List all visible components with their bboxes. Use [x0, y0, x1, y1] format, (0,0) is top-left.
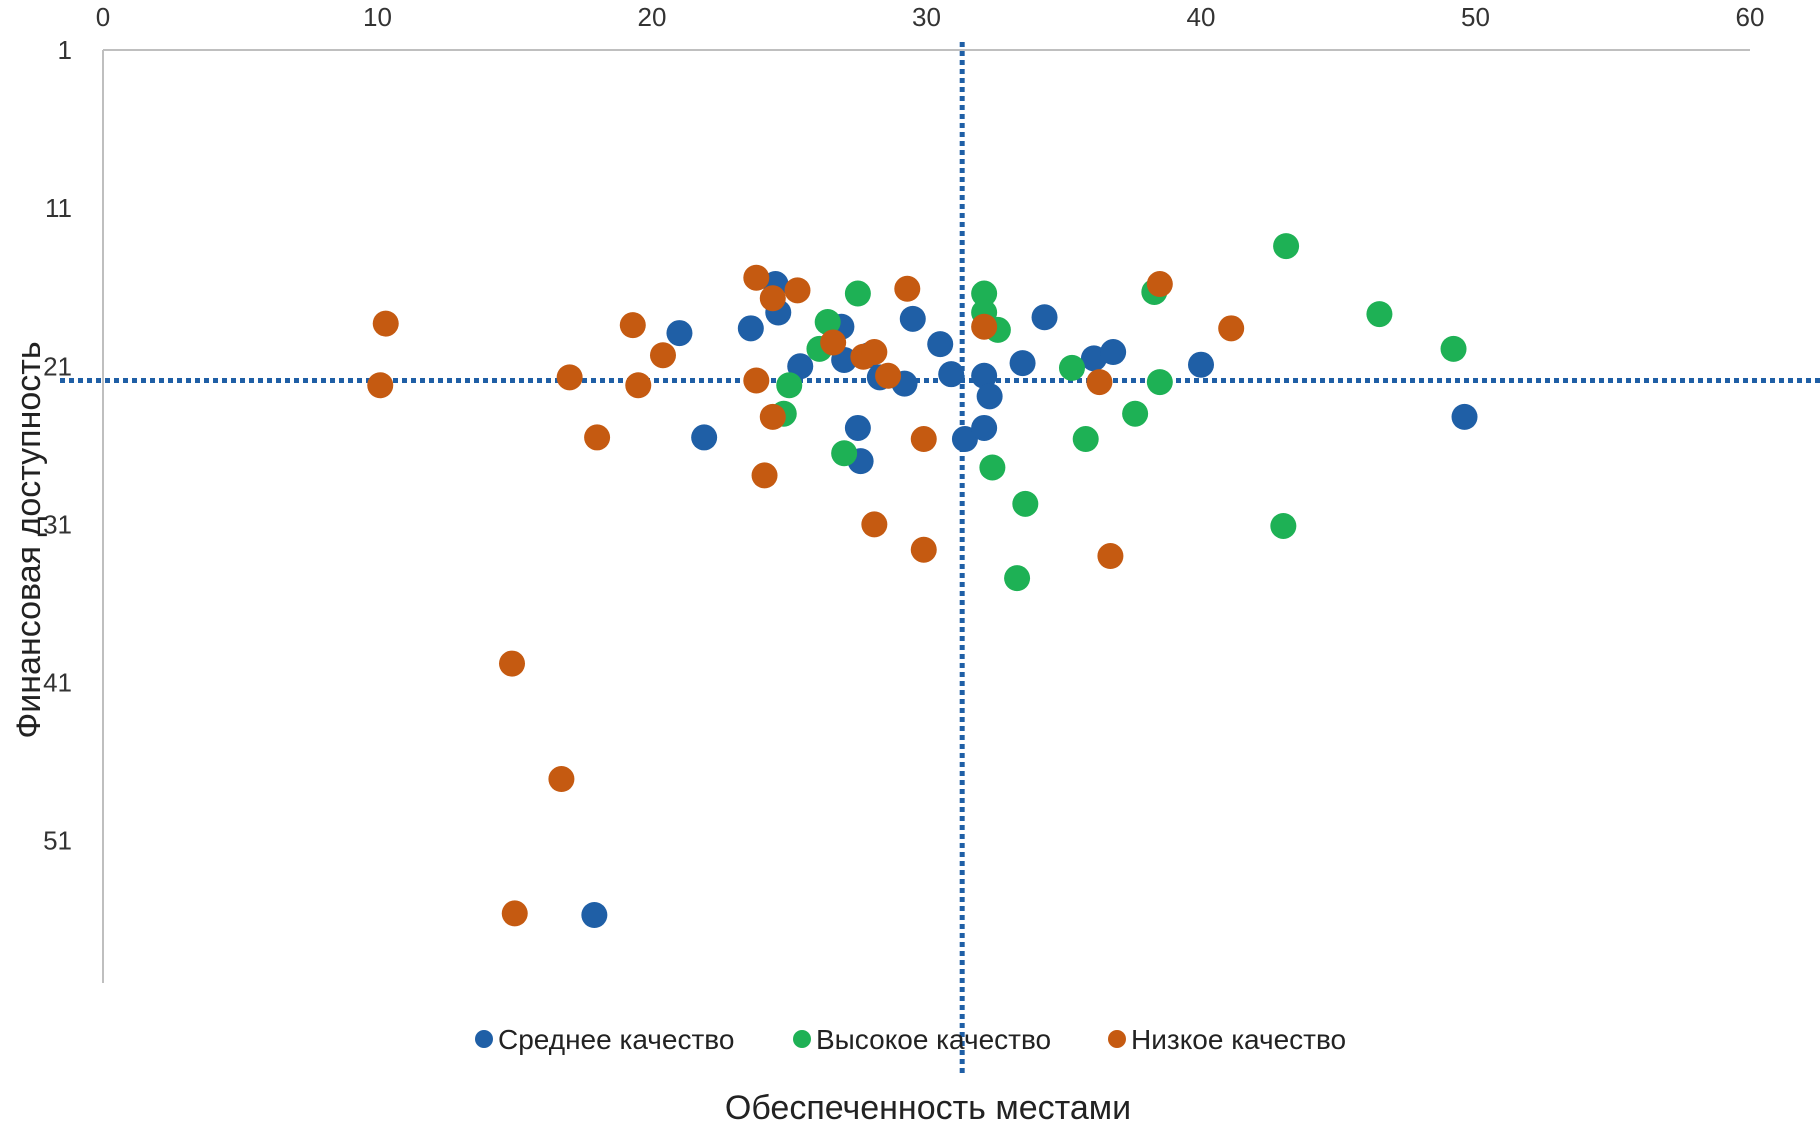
data-point-series-1: [1451, 403, 1478, 430]
data-point-series-2: [1273, 233, 1300, 260]
data-point-series-2: [776, 372, 803, 399]
data-point-series-3: [499, 650, 526, 677]
y-tick-label: 21: [43, 351, 72, 381]
data-point-series-2: [844, 280, 871, 307]
data-point-series-1: [1009, 350, 1036, 377]
data-point-series-3: [584, 424, 611, 451]
data-point-series-3: [743, 264, 770, 291]
data-point-series-1: [971, 362, 998, 389]
data-point-series-2: [1004, 565, 1031, 592]
x-tick-label: 20: [638, 2, 667, 32]
x-tick-label: 30: [912, 2, 941, 32]
data-point-series-3: [548, 766, 575, 793]
data-point-series-1: [899, 305, 926, 332]
data-point-series-3: [910, 536, 937, 563]
data-point-series-2: [1072, 426, 1099, 453]
data-point-series-1: [971, 414, 998, 441]
data-point-series-3: [1218, 315, 1245, 342]
data-point-series-3: [861, 339, 888, 366]
data-point-series-3: [556, 364, 583, 391]
y-tick-label: 51: [43, 826, 72, 856]
y-tick-label: 31: [43, 509, 72, 539]
axes: [102, 49, 1750, 983]
data-point-series-3: [759, 285, 786, 312]
data-point-series-2: [1440, 335, 1467, 362]
y-tick-label: 1: [58, 35, 72, 65]
x-tick-label: 10: [363, 2, 392, 32]
data-point-series-2: [1122, 400, 1149, 427]
data-point-series-3: [875, 362, 902, 389]
x-tick-label: 50: [1461, 2, 1490, 32]
data-point-series-1: [737, 315, 764, 342]
data-point-series-3: [649, 342, 676, 369]
data-point-series-3: [1097, 543, 1124, 570]
data-point-series-1: [1100, 339, 1127, 366]
data-point-series-3: [894, 275, 921, 302]
data-point-series-1: [951, 426, 978, 453]
data-point-series-3: [1086, 369, 1113, 396]
legend-label: Среднее качество: [498, 1024, 734, 1055]
x-tick-label: 0: [96, 2, 110, 32]
data-point-series-2: [814, 308, 841, 335]
data-point-series-1: [581, 902, 608, 929]
x-tick-label: 60: [1736, 2, 1765, 32]
data-point-series-3: [820, 329, 847, 356]
y-tick-label: 11: [45, 193, 72, 223]
data-point-series-3: [372, 310, 399, 337]
data-point-series-3: [743, 367, 770, 394]
data-point-series-2: [831, 440, 858, 467]
data-point-series-2: [1146, 369, 1173, 396]
data-point-series-2: [971, 280, 998, 307]
legend-marker: [475, 1030, 493, 1048]
data-point-series-2: [979, 454, 1006, 481]
data-point-series-3: [501, 900, 528, 927]
x-tick-label: 40: [1187, 2, 1216, 32]
data-point-series-3: [619, 312, 646, 339]
data-point-series-1: [1188, 351, 1214, 378]
data-point-series-1: [938, 361, 965, 388]
legend-marker: [1108, 1030, 1126, 1048]
data-point-series-2: [1058, 354, 1085, 381]
data-point-series-3: [784, 277, 811, 304]
data-point-series-3: [751, 462, 778, 489]
data-points: [367, 233, 1478, 929]
y-tick-label: 41: [43, 668, 72, 698]
legend-label: Высокое качество: [816, 1024, 1051, 1055]
data-point-series-2: [1366, 301, 1393, 328]
data-point-series-1: [844, 414, 871, 441]
x-axis-title: Обеспеченность местами: [725, 1089, 1131, 1127]
data-point-series-1: [976, 383, 1003, 410]
data-point-series-3: [910, 426, 937, 453]
data-point-series-1: [666, 320, 693, 347]
data-point-series-1: [1031, 304, 1058, 331]
legend: Среднее качество Высокое качество Низкое к…: [475, 1024, 1346, 1055]
data-point-series-3: [861, 511, 888, 538]
data-point-series-3: [759, 403, 786, 430]
data-point-series-2: [1270, 512, 1297, 539]
legend-label: Низкое качество: [1131, 1024, 1346, 1055]
data-point-series-3: [625, 372, 652, 399]
reference-lines: [60, 42, 1820, 1075]
data-point-series-1: [927, 331, 954, 358]
data-point-series-3: [367, 372, 394, 399]
data-point-series-3: [971, 313, 998, 340]
legend-marker: [793, 1030, 811, 1048]
data-point-series-3: [1146, 271, 1173, 298]
data-point-series-2: [1012, 490, 1039, 517]
x-tick-labels: 0 10 20 30 40 50 60: [96, 2, 1765, 32]
data-point-series-1: [787, 353, 814, 380]
y-axis-title: Финансовая доступность: [10, 341, 48, 738]
data-point-series-1: [691, 424, 718, 451]
